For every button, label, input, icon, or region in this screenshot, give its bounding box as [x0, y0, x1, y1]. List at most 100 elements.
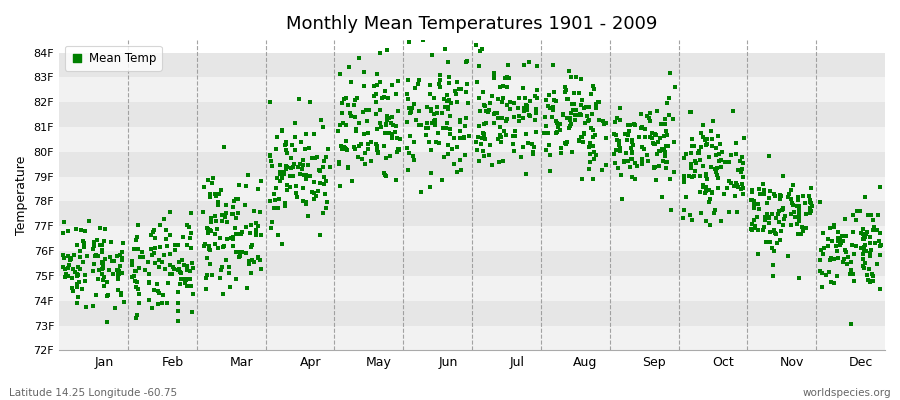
- Point: [429, 110, 444, 116]
- Point: [483, 100, 498, 106]
- Point: [202, 191, 217, 198]
- Point: [389, 90, 403, 97]
- Y-axis label: Temperature: Temperature: [15, 156, 28, 235]
- Point: [833, 241, 848, 247]
- Point: [203, 247, 218, 254]
- Point: [313, 117, 328, 123]
- Point: [403, 132, 418, 139]
- Point: [862, 234, 877, 240]
- Point: [472, 48, 487, 54]
- Point: [494, 133, 508, 140]
- Point: [298, 172, 312, 178]
- Point: [539, 147, 554, 153]
- Point: [400, 91, 414, 98]
- Point: [677, 173, 691, 179]
- Point: [693, 172, 707, 179]
- Point: [263, 99, 277, 106]
- Point: [370, 82, 384, 88]
- Point: [482, 152, 496, 159]
- Point: [69, 225, 84, 232]
- Point: [88, 253, 103, 259]
- Point: [251, 222, 266, 229]
- Point: [402, 39, 417, 45]
- Point: [846, 229, 860, 235]
- Point: [433, 76, 447, 83]
- Point: [708, 144, 723, 151]
- Point: [67, 266, 81, 272]
- Point: [784, 211, 798, 218]
- Point: [274, 127, 289, 134]
- Point: [180, 283, 194, 289]
- Point: [454, 128, 468, 135]
- Point: [511, 118, 526, 124]
- Point: [832, 238, 846, 244]
- Point: [560, 115, 574, 121]
- Point: [428, 117, 442, 124]
- Point: [279, 166, 293, 172]
- Point: [655, 194, 670, 200]
- Point: [651, 139, 665, 145]
- Point: [796, 228, 810, 234]
- Point: [873, 242, 887, 248]
- Point: [572, 136, 586, 143]
- Point: [586, 127, 600, 134]
- Point: [454, 86, 468, 93]
- Point: [197, 184, 211, 190]
- Point: [218, 214, 232, 220]
- Point: [803, 199, 817, 205]
- Point: [424, 146, 438, 153]
- Point: [153, 221, 167, 228]
- Point: [784, 187, 798, 193]
- Point: [442, 113, 456, 119]
- Point: [171, 266, 185, 273]
- Point: [635, 144, 650, 150]
- Point: [830, 248, 844, 255]
- Point: [832, 235, 846, 241]
- Point: [419, 125, 434, 131]
- Point: [452, 86, 466, 92]
- Point: [833, 236, 848, 242]
- Point: [446, 161, 461, 168]
- Point: [76, 258, 90, 265]
- Point: [652, 134, 667, 141]
- Point: [694, 144, 708, 151]
- Point: [130, 236, 144, 243]
- Point: [560, 96, 574, 102]
- Point: [558, 89, 572, 95]
- Point: [298, 146, 312, 152]
- Point: [501, 62, 516, 68]
- Point: [401, 150, 416, 156]
- Point: [419, 103, 434, 110]
- Point: [546, 89, 561, 95]
- Point: [185, 260, 200, 266]
- Point: [408, 84, 422, 91]
- Point: [621, 158, 635, 164]
- Point: [745, 187, 760, 194]
- Point: [666, 116, 680, 122]
- Point: [92, 267, 106, 273]
- Point: [86, 243, 101, 250]
- Point: [822, 269, 836, 276]
- Point: [242, 258, 256, 264]
- Point: [518, 171, 533, 177]
- Point: [666, 138, 680, 145]
- Point: [278, 202, 293, 209]
- Point: [569, 106, 583, 113]
- Point: [729, 180, 743, 186]
- Point: [230, 249, 244, 255]
- Point: [860, 212, 875, 218]
- Bar: [59, 202, 885, 226]
- Point: [231, 254, 246, 260]
- Point: [356, 108, 371, 115]
- Point: [518, 105, 532, 111]
- Point: [826, 256, 841, 262]
- Point: [544, 168, 558, 174]
- Point: [253, 257, 267, 264]
- Point: [388, 129, 402, 136]
- Point: [862, 266, 877, 272]
- Point: [713, 141, 727, 148]
- Point: [457, 135, 472, 141]
- Point: [423, 90, 437, 97]
- Point: [419, 120, 434, 126]
- Point: [683, 109, 698, 115]
